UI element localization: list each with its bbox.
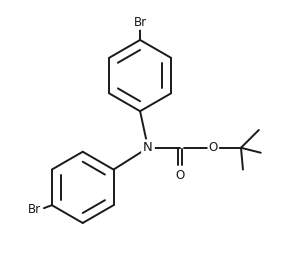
Text: O: O	[175, 168, 184, 182]
Text: N: N	[143, 141, 153, 154]
Text: O: O	[209, 141, 218, 154]
Text: Br: Br	[133, 16, 147, 29]
Text: Br: Br	[28, 203, 41, 216]
